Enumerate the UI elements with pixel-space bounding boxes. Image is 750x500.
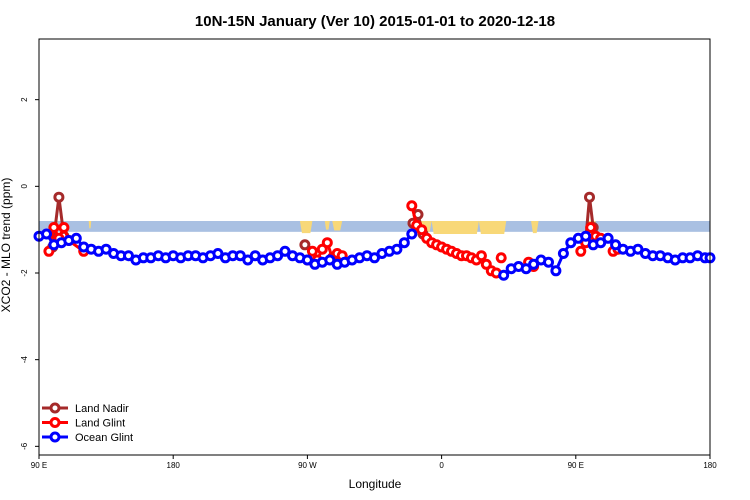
ocean-glint-point [610, 239, 622, 251]
land-patch-layer [53, 221, 596, 234]
y-tick-label: -4 [20, 356, 29, 364]
ocean-glint-point [100, 243, 112, 255]
latitude-band [39, 221, 710, 232]
y-axis-label: XCO2 - MLO trend (ppm) [0, 178, 13, 313]
legend-label: Ocean Glint [75, 432, 133, 444]
legend-marker [49, 402, 61, 414]
ocean-glint-point [595, 237, 607, 249]
land-glint-point [575, 245, 587, 257]
ocean-glint-point [391, 243, 403, 255]
ocean-glint-point [301, 254, 313, 266]
land-glint-point [475, 250, 487, 262]
ocean-glint-point [557, 248, 569, 259]
land-glint-point [585, 222, 597, 233]
ocean-glint-point [279, 245, 291, 257]
land-glint-point [306, 245, 318, 257]
land-patch-1 [88, 221, 92, 229]
legend-marker [49, 431, 61, 443]
legend-item-land-nadir: Land Nadir [42, 402, 129, 415]
y-tick-label: -6 [20, 442, 29, 450]
land-nadir-point [53, 191, 65, 203]
legend-label: Land Glint [75, 418, 125, 430]
y-axis: 2 0 -2 -4 -6 [20, 97, 39, 450]
legend-marker [49, 417, 61, 428]
land-glint-point [48, 222, 60, 233]
ocean-glint-point [70, 232, 82, 244]
ocean-glint-point [565, 237, 577, 249]
ocean-glint-point [580, 230, 592, 242]
legend-item-ocean-glint: Ocean Glint [42, 431, 133, 444]
x-tick-label: 180 [167, 461, 181, 470]
x-tick-label: 0 [439, 461, 444, 470]
plot-frame [38, 38, 711, 456]
x-tick-label: 180 [703, 461, 717, 470]
ocean-glint-point [543, 256, 554, 268]
ocean-glint-point [498, 269, 510, 281]
land-patch-3 [324, 221, 330, 230]
series-ocean-glint [33, 228, 716, 281]
land-patch-7 [478, 221, 507, 234]
series-layer [33, 191, 716, 281]
land-patch-8 [531, 221, 539, 234]
ocean-glint-point [212, 248, 224, 259]
land-glint-point [416, 224, 428, 236]
ocean-glint-point [406, 228, 418, 240]
ocean-glint-point [520, 263, 532, 275]
ocean-glint-point [41, 228, 52, 240]
land-patch-6 [431, 221, 479, 234]
land-glint-point [58, 222, 70, 233]
ocean-glint-point [272, 250, 284, 262]
ocean-glint-point [632, 243, 644, 255]
land-patch-2 [299, 221, 313, 234]
x-axis-label: Longitude [349, 477, 402, 491]
land-glint-point [495, 252, 507, 264]
ocean-glint-point [234, 250, 246, 262]
ocean-glint-point [369, 252, 380, 264]
y-tick-label: -2 [20, 269, 29, 277]
land-nadir-point [299, 239, 311, 251]
x-tick-label: 90 W [298, 461, 317, 470]
plot-area [33, 38, 716, 456]
x-tick-label: 90 E [31, 461, 47, 470]
latitude-band-layer [39, 221, 710, 232]
legend-item-land-glint: Land Glint [42, 417, 125, 430]
ocean-glint-point [602, 232, 614, 244]
land-glint-point [406, 200, 418, 212]
y-tick-label: 2 [20, 97, 29, 102]
legend: Land Nadir Land Glint Ocean Glint [42, 402, 133, 444]
land-patch-4 [332, 221, 343, 231]
legend-label: Land Nadir [75, 403, 129, 415]
ocean-glint-point [249, 250, 261, 262]
chart-title: 10N-15N January (Ver 10) 2015-01-01 to 2… [195, 13, 555, 30]
y-tick-label: 0 [20, 184, 29, 189]
ocean-glint-point [398, 237, 410, 249]
land-glint-point [321, 237, 333, 249]
x-tick-label: 90 E [568, 461, 584, 470]
x-axis: 90 E 180 90 W 0 90 E 180 [31, 455, 717, 470]
land-nadir-point [584, 191, 595, 203]
ocean-glint-point [550, 265, 562, 277]
